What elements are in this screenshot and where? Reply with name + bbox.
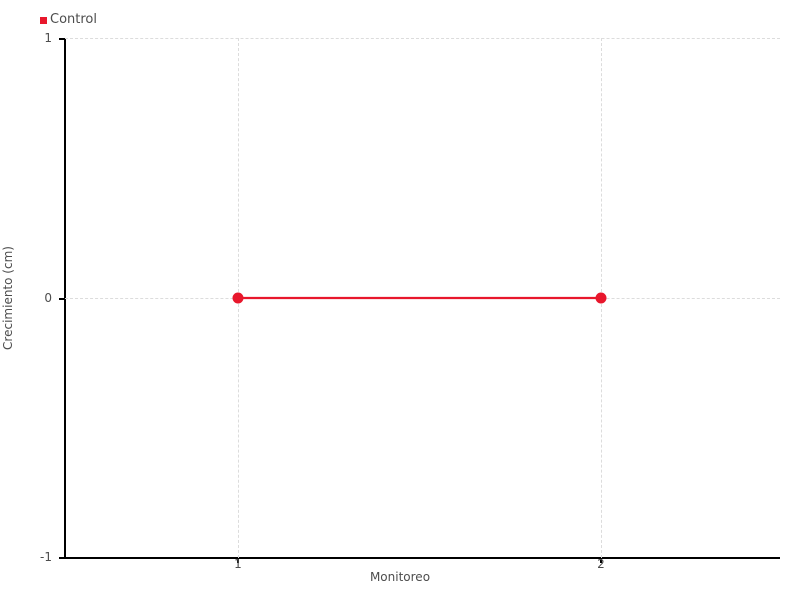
data-point-control-2 [595,292,607,304]
y-tick-label-neg1: -1 [40,550,52,564]
y-tick-mark-1 [59,38,64,40]
y-tick-label-0: 0 [44,291,52,305]
y-axis-line [64,38,66,559]
series-control [232,292,607,304]
x-tick-label-2: 2 [597,557,605,571]
gridline-y-1 [65,38,780,39]
y-axis-title-text: Crecimiento (cm) [1,246,15,350]
y-axis-title: Crecimiento (cm) [0,0,16,600]
x-tick-mark-1 [237,558,239,563]
y-tick-mark-0 [59,298,64,300]
y-tick-mark-neg1 [59,557,64,559]
data-point-control-1 [232,292,244,304]
x-tick-mark-2 [600,558,602,563]
x-axis-line [64,557,780,559]
legend-marker-control [40,16,47,24]
x-axis-title: Monitoreo [369,570,431,584]
chart-legend: Control [40,11,97,29]
plot-area [65,38,780,558]
x-tick-label-1: 1 [234,557,242,571]
legend-label-control: Control [50,12,97,27]
y-tick-label-1: 1 [44,31,52,45]
